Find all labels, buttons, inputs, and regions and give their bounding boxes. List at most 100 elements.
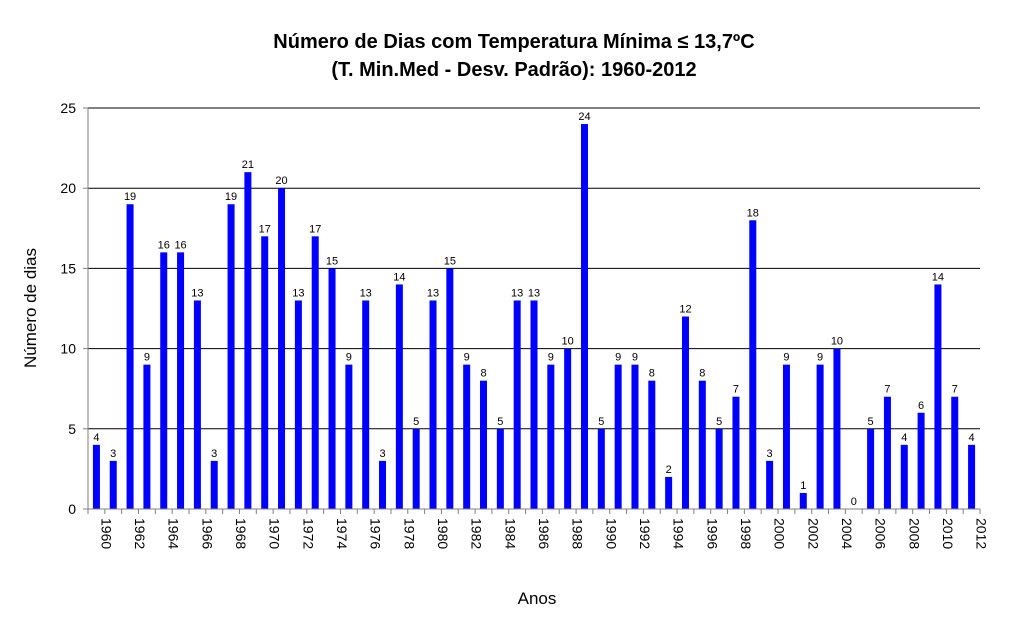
- bar: [412, 428, 420, 509]
- data-label: 9: [817, 352, 823, 364]
- x-tick-label: 1988: [570, 518, 586, 549]
- data-label: 9: [144, 352, 150, 364]
- x-tick-label: 1994: [671, 518, 687, 549]
- bar: [934, 284, 942, 509]
- bar: [92, 444, 100, 509]
- data-label: 10: [562, 336, 574, 348]
- bar: [210, 460, 218, 509]
- data-label: 17: [259, 223, 271, 235]
- bar: [177, 252, 185, 510]
- bar: [294, 300, 302, 509]
- data-label: 16: [158, 239, 170, 251]
- y-axis-title: Número de dias: [21, 248, 40, 368]
- data-label: 9: [346, 352, 352, 364]
- data-label: 5: [716, 416, 722, 428]
- data-label: 24: [578, 111, 590, 123]
- bar: [530, 300, 538, 509]
- data-label: 13: [191, 287, 203, 299]
- x-tick-label: 1976: [368, 518, 384, 549]
- bar: [160, 252, 168, 510]
- x-tick-label: 2010: [940, 518, 956, 549]
- x-tick-label: 1970: [267, 518, 283, 549]
- data-label: 13: [511, 287, 523, 299]
- data-label: 19: [124, 191, 136, 203]
- bar: [311, 236, 319, 509]
- x-tick-label: 1978: [401, 518, 417, 549]
- x-tick-label: 1998: [738, 518, 754, 549]
- x-tick-label: 1996: [704, 518, 720, 549]
- x-tick-label: 2012: [974, 518, 990, 549]
- bar: [799, 492, 807, 509]
- bar: [446, 268, 454, 509]
- data-label: 4: [969, 432, 975, 444]
- data-label: 9: [464, 352, 470, 364]
- data-label: 13: [427, 287, 439, 299]
- x-tick-label: 1982: [469, 518, 485, 549]
- bar: [362, 300, 370, 509]
- data-label: 15: [326, 255, 338, 267]
- bars: [92, 124, 976, 510]
- y-tick-label: 5: [68, 421, 76, 437]
- data-label: 7: [733, 384, 739, 396]
- x-tick-label: 1972: [300, 518, 316, 549]
- data-label: 5: [413, 416, 419, 428]
- y-tick-label: 20: [60, 180, 76, 196]
- data-label: 15: [444, 255, 456, 267]
- data-label: 7: [884, 384, 890, 396]
- data-label: 3: [211, 448, 217, 460]
- x-tick-label: 1984: [502, 518, 518, 549]
- bar: [883, 396, 891, 509]
- bar: [816, 364, 824, 509]
- bar: [429, 300, 437, 509]
- data-label: 18: [747, 207, 759, 219]
- x-tick-label: 1966: [199, 518, 215, 549]
- data-label: 9: [615, 352, 621, 364]
- bar: [648, 380, 656, 509]
- bar: [278, 188, 286, 509]
- bar: [968, 444, 976, 509]
- data-label: 3: [110, 448, 116, 460]
- bar: [833, 348, 841, 509]
- gridlines: [88, 107, 980, 430]
- x-tick-label: 2004: [839, 518, 855, 549]
- chart-subtitle: (T. Min.Med - Desv. Padrão): 1960-2012: [331, 59, 696, 81]
- x-tick-label: 2000: [772, 518, 788, 549]
- bar: [631, 364, 639, 509]
- data-label: 13: [292, 287, 304, 299]
- data-label: 9: [632, 352, 638, 364]
- bar: [782, 364, 790, 509]
- data-label: 9: [783, 352, 789, 364]
- y-tick-label: 15: [60, 260, 76, 276]
- bar: [900, 444, 908, 509]
- data-label: 12: [679, 304, 691, 316]
- bar: [597, 428, 605, 509]
- data-label: 7: [952, 384, 958, 396]
- bar: [917, 412, 925, 509]
- x-tick-label: 1960: [98, 518, 114, 549]
- bar: [766, 460, 774, 509]
- data-label: 14: [932, 271, 944, 283]
- bar: [379, 460, 387, 509]
- data-label: 13: [360, 287, 372, 299]
- bar: [496, 428, 504, 509]
- data-label: 20: [275, 175, 287, 187]
- bar: [143, 364, 151, 509]
- data-label: 21: [242, 159, 254, 171]
- bar: [395, 284, 403, 509]
- data-label: 17: [309, 223, 321, 235]
- data-label: 4: [93, 432, 99, 444]
- data-label: 8: [649, 368, 655, 380]
- x-tick-label: 2008: [906, 518, 922, 549]
- bar: [867, 428, 875, 509]
- bar: [328, 268, 336, 509]
- bar: [732, 396, 740, 509]
- x-tick-label: 2006: [873, 518, 889, 549]
- data-label: 3: [767, 448, 773, 460]
- bar: [715, 428, 723, 509]
- x-tick-label: 1964: [166, 518, 182, 549]
- x-tick-label: 2002: [805, 518, 821, 549]
- data-label: 13: [528, 287, 540, 299]
- data-label: 14: [393, 271, 405, 283]
